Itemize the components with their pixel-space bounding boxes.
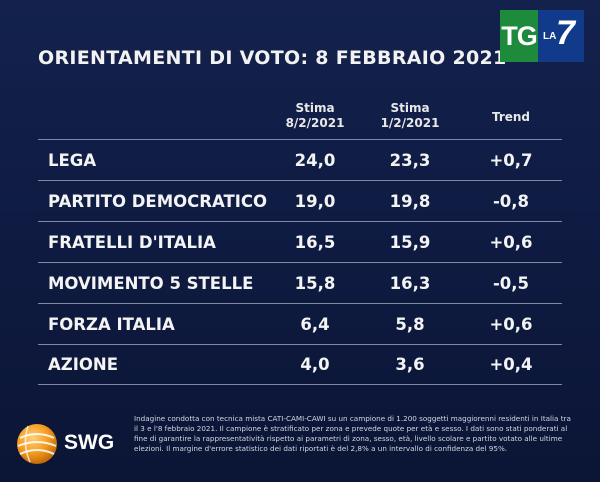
tg-la7-logo: TG LA 7 [500, 10, 584, 62]
table-row-azione: AZIONE 4,0 3,6 +0,4 [38, 344, 562, 385]
stima-8-2-value: 19,0 [294, 191, 336, 211]
stima-8-2-value: 24,0 [294, 150, 336, 170]
swg-globe-icon [17, 424, 57, 464]
table-row-lega: LEGA 24,0 23,3 +0,7 [38, 139, 562, 180]
table-row-fi: FORZA ITALIA 6,4 5,8 +0,6 [38, 303, 562, 344]
column-header-stima-8-2-line2: 8/2/2021 [285, 116, 345, 130]
stima-8-2-value: 15,8 [294, 273, 336, 293]
stima-1-2-value: 23,3 [389, 150, 431, 170]
stima-8-2-value: 16,5 [294, 232, 336, 252]
trend-value: +0,7 [489, 150, 533, 170]
page-title: ORIENTAMENTI DI VOTO: 8 FEBBRAIO 2021 [38, 47, 507, 69]
swg-brand-text: SWG [64, 431, 115, 454]
party-name: LEGA [48, 150, 97, 170]
methodology-footnote: Indagine condotta con tecnica mista CATI… [134, 414, 571, 453]
trend-value: -0,5 [492, 273, 530, 293]
stima-1-2-value: 15,9 [389, 232, 431, 252]
trend-value: +0,6 [489, 232, 533, 252]
table-row-pd: PARTITO DEMOCRATICO 19,0 19,8 -0,8 [38, 180, 562, 221]
stima-1-2-value: 5,8 [395, 314, 425, 334]
party-name: MOVIMENTO 5 STELLE [48, 273, 254, 293]
column-header-stima-1-2: Stima 1/2/2021 [365, 101, 455, 131]
stima-1-2-value: 16,3 [389, 273, 431, 293]
column-header-stima-8-2: Stima 8/2/2021 [270, 101, 360, 131]
trend-value: -0,8 [492, 191, 530, 211]
tg-logo-text: TG [500, 10, 538, 62]
column-header-stima-1-2-line1: Stima [390, 101, 430, 115]
party-name: AZIONE [48, 355, 118, 374]
party-name: PARTITO DEMOCRATICO [48, 191, 267, 211]
column-header-trend: Trend [491, 110, 531, 124]
column-header-stima-1-2-line2: 1/2/2021 [380, 116, 440, 130]
table-row-m5s: MOVIMENTO 5 STELLE 15,8 16,3 -0,5 [38, 262, 562, 303]
swg-logo: SWG [14, 418, 124, 468]
column-header-stima-8-2-line1: Stima [295, 101, 335, 115]
stima-1-2-value: 3,6 [395, 355, 425, 374]
la7-logo: LA 7 [538, 10, 584, 62]
trend-value: +0,6 [489, 314, 533, 334]
trend-value: +0,4 [489, 355, 533, 374]
party-name: FORZA ITALIA [48, 314, 175, 334]
stima-8-2-value: 6,4 [300, 314, 330, 334]
la7-logo-la: LA [543, 31, 557, 42]
table-row-fdi: FRATELLI D'ITALIA 16,5 15,9 +0,6 [38, 221, 562, 262]
stima-8-2-value: 4,0 [300, 355, 330, 374]
poll-table: LEGA 24,0 23,3 +0,7 PARTITO DEMOCRATICO … [38, 139, 562, 385]
la7-logo-seven: 7 [556, 14, 575, 52]
stima-1-2-value: 19,8 [389, 191, 431, 211]
party-name: FRATELLI D'ITALIA [48, 232, 216, 252]
